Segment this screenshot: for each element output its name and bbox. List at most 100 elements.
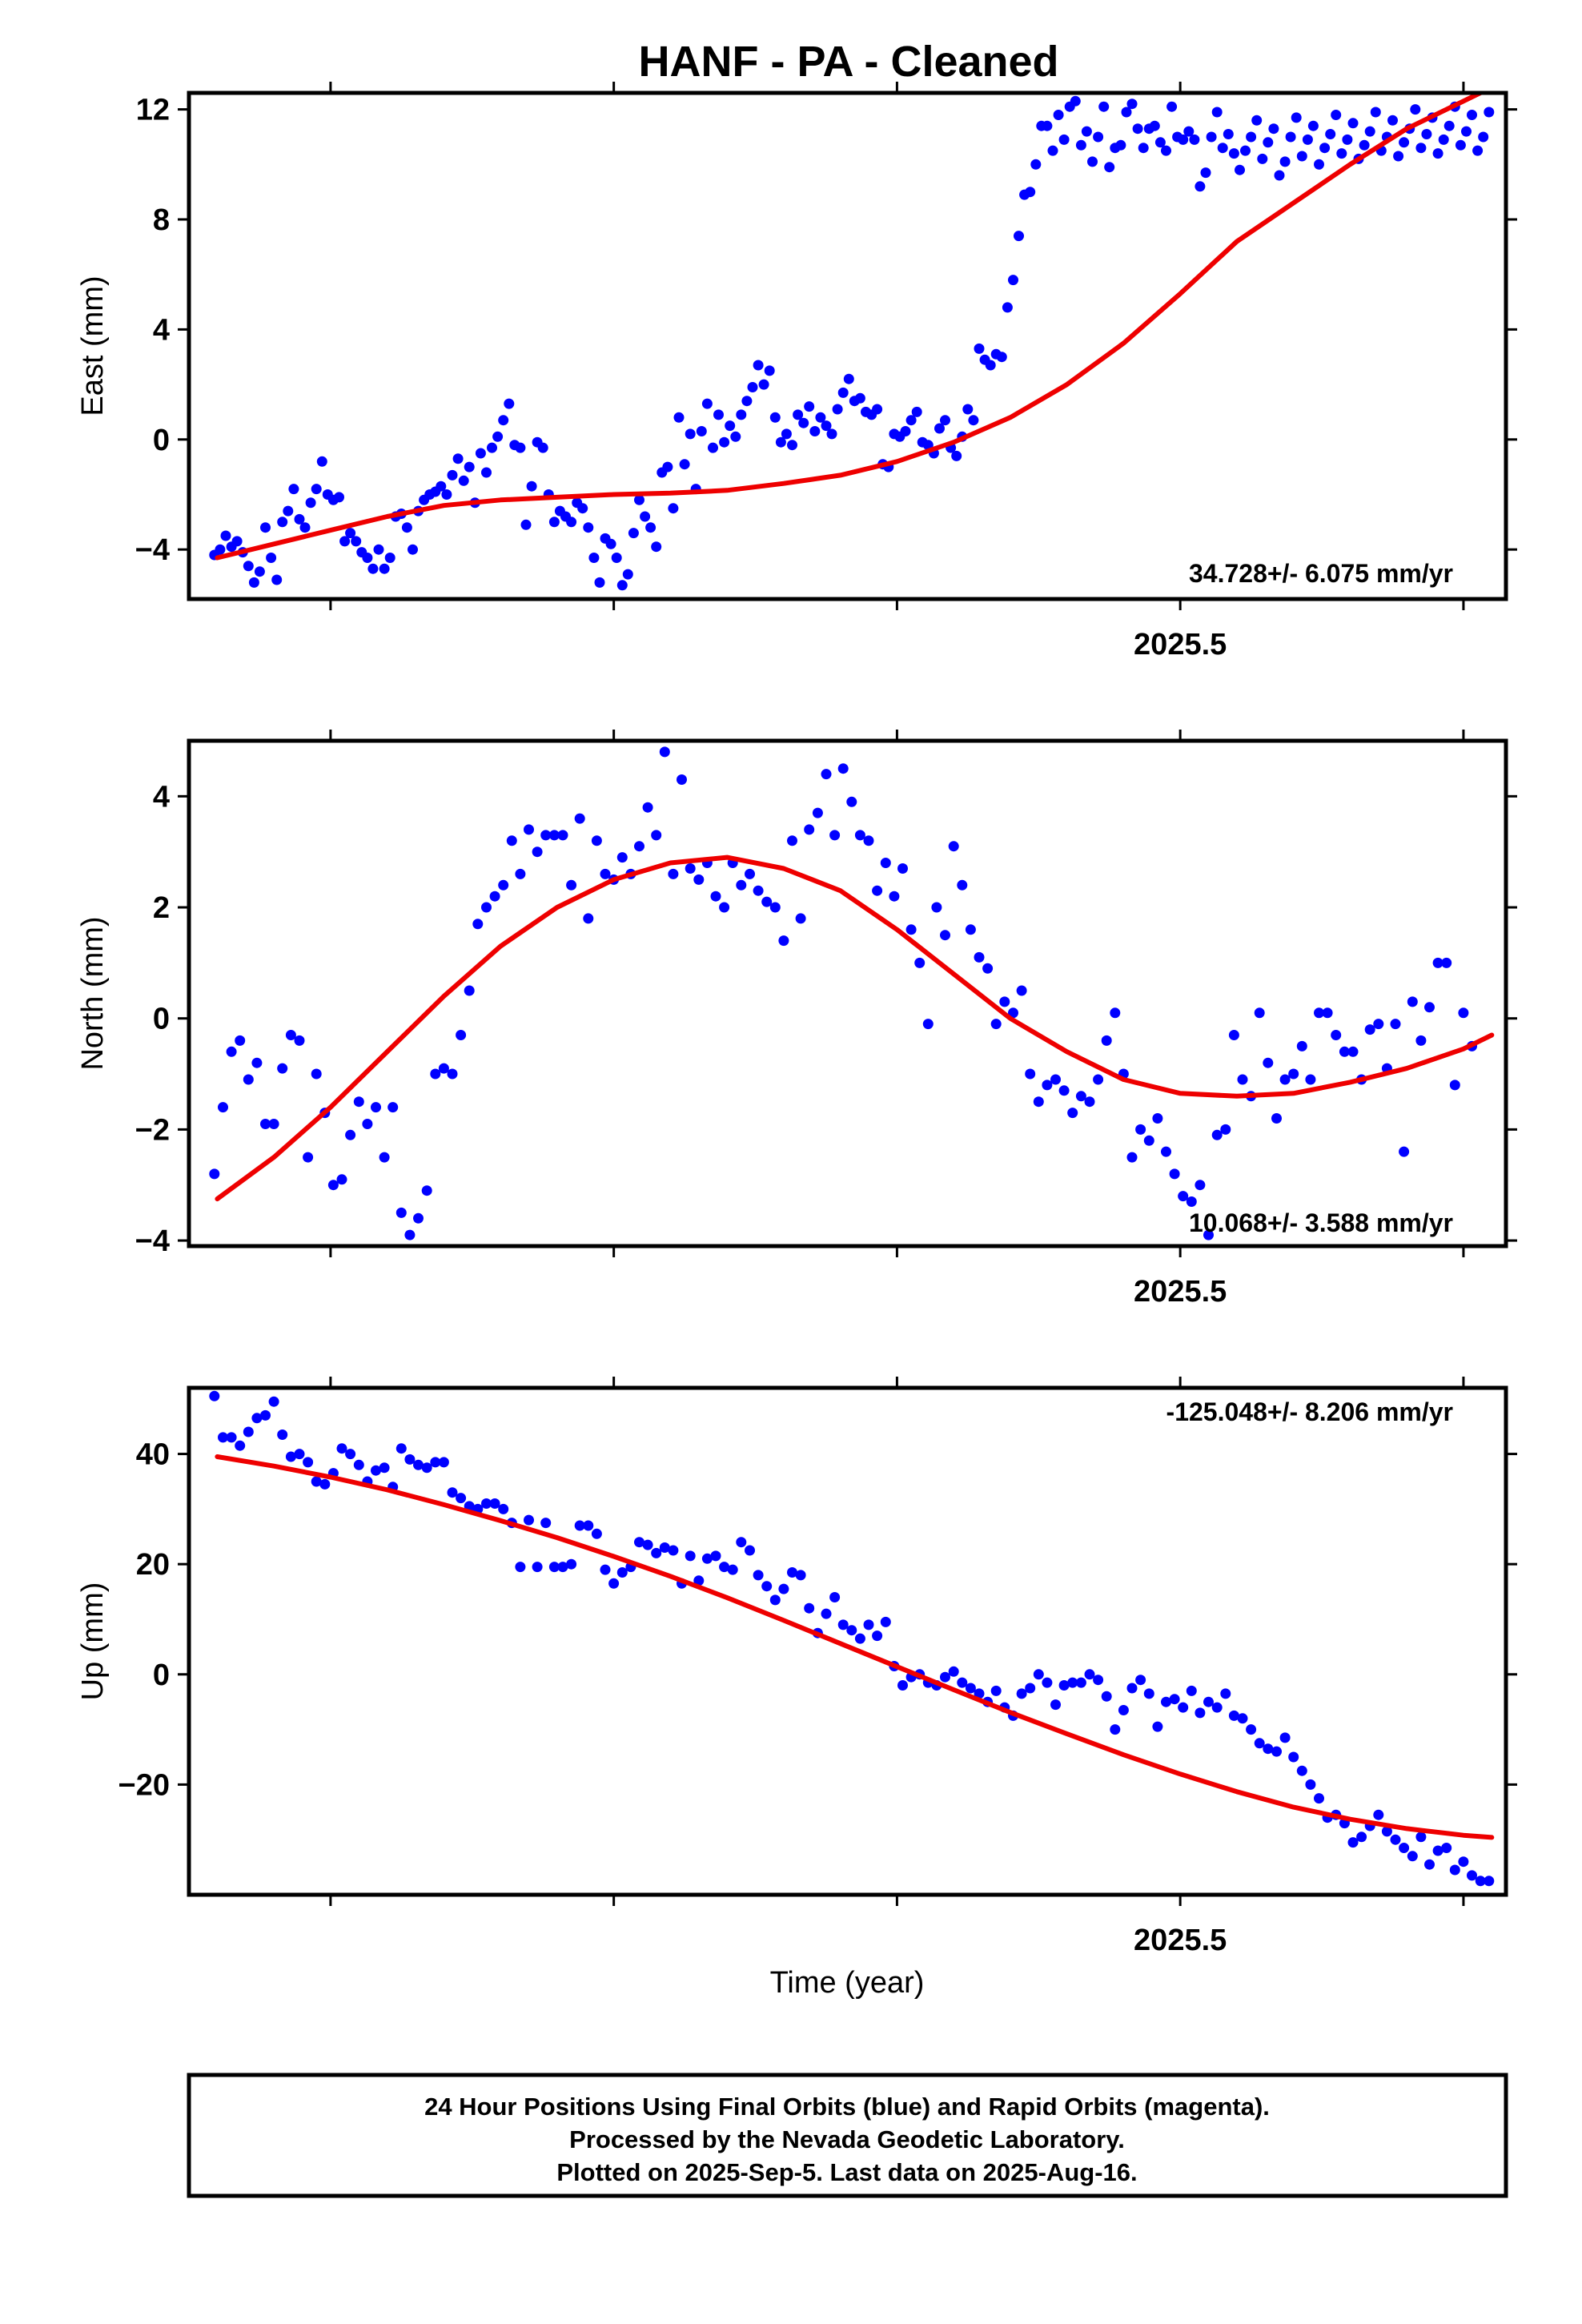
north-data-point [371, 1102, 381, 1113]
east-data-point [832, 404, 843, 415]
north-data-point [430, 1068, 441, 1080]
north-data-point [1314, 1007, 1324, 1019]
north-data-point [1458, 1007, 1469, 1019]
east-data-point [367, 563, 379, 574]
north-data-point [209, 1168, 220, 1180]
east-data-point [1047, 145, 1058, 156]
east-data-point [696, 426, 707, 436]
east-data-point [798, 417, 809, 428]
north-data-point [905, 924, 917, 935]
east-data-point [1126, 99, 1138, 110]
up-data-point [1271, 1746, 1282, 1757]
east-data-point [968, 415, 979, 426]
north-data-point [974, 951, 985, 963]
north-data-point [1169, 1168, 1180, 1180]
north-data-point [1135, 1124, 1146, 1135]
east-data-point [713, 409, 724, 420]
north-data-point [1110, 1007, 1121, 1019]
east-data-point [843, 373, 854, 384]
north-data-point [1161, 1146, 1171, 1157]
north-data-point [557, 830, 568, 841]
north-data-point [990, 1019, 1002, 1030]
caption-line-3: Plotted on 2025-Sep-5. Last data on 2025… [556, 2158, 1137, 2186]
east-data-point [1251, 115, 1263, 126]
up-data-point [438, 1457, 449, 1468]
east-data-point [248, 577, 259, 588]
east-data-point [611, 553, 622, 563]
north-data-point [1008, 1007, 1018, 1019]
up-data-point [319, 1478, 331, 1490]
north-data-point [524, 824, 534, 835]
east-data-point [1399, 137, 1410, 148]
up-data-point [710, 1550, 721, 1562]
up-data-point [524, 1514, 534, 1526]
north-data-point [277, 1063, 288, 1074]
east-data-point [736, 409, 747, 420]
north-data-point [481, 902, 492, 913]
east-data-point [1443, 120, 1455, 131]
north-data-point [812, 807, 823, 818]
east-data-point [1263, 137, 1274, 148]
up-data-point [1347, 1837, 1359, 1848]
east-data-point [758, 379, 769, 390]
east-data-point [260, 522, 271, 533]
north-data-point [914, 957, 926, 968]
east-data-point [793, 409, 804, 420]
east-data-point [837, 387, 849, 398]
north-ytick-label: −4 [135, 1224, 170, 1258]
up-data-point [1025, 1683, 1036, 1694]
east-data-point [1279, 156, 1291, 167]
east-plot-frame [187, 90, 1508, 601]
up-data-point [379, 1462, 390, 1474]
up-data-point [1135, 1675, 1146, 1686]
up-data-point [1296, 1765, 1307, 1776]
east-ytick-label: 0 [153, 424, 170, 457]
up-data-point [745, 1545, 755, 1556]
east-data-point [1093, 131, 1104, 143]
up-data-point [668, 1545, 679, 1556]
up-data-point [209, 1390, 220, 1401]
east-data-point [1307, 120, 1319, 131]
north-data-point [642, 802, 653, 813]
up-data-point [854, 1633, 865, 1644]
north-data-point [829, 830, 841, 841]
east-data-point [725, 420, 736, 432]
east-data-point [526, 480, 537, 492]
east-data-point [719, 436, 730, 448]
east-data-point [900, 426, 911, 436]
north-data-point [634, 841, 644, 852]
east-data-point [809, 426, 821, 436]
east-data-point [537, 442, 548, 453]
north-data-point [1075, 1091, 1086, 1102]
up-data-point [1467, 1870, 1477, 1881]
east-data-point [1098, 101, 1110, 112]
north-data-point [761, 896, 773, 907]
east-data-point [1274, 170, 1285, 181]
north-data-point [268, 1119, 279, 1129]
up-data-point [1279, 1732, 1291, 1743]
panel-north: −4 −2 0 2 4 2025.5 North (mm) 10.068+/- 3.588 m… [76, 730, 1517, 1309]
east-data-point [1342, 134, 1353, 145]
east-data-point [640, 511, 651, 522]
east-rate-label: 34.728+/- 6.075 mm/yr [1189, 559, 1453, 588]
east-data-point [1467, 110, 1477, 120]
up-data-point [651, 1547, 662, 1558]
up-data-point [1475, 1876, 1486, 1887]
east-data-point [408, 544, 418, 555]
caption-frame [187, 2073, 1508, 2198]
up-data-point [303, 1457, 314, 1468]
north-data-point [999, 996, 1010, 1007]
panels: −4 0 4 8 12 2025.5 East (mm) 34.728+/- 6.075 mm… [76, 82, 1517, 1957]
up-data-point [489, 1498, 500, 1509]
up-data-point [1067, 1677, 1078, 1688]
east-data-point [1291, 112, 1302, 123]
east-data-point [815, 412, 826, 423]
up-points [209, 1390, 1495, 1887]
up-data-point [498, 1503, 509, 1514]
east-xtick-label: 2025.5 [1134, 628, 1227, 661]
up-data-point [1178, 1702, 1189, 1713]
east-data-point [996, 352, 1007, 363]
north-data-point [1025, 1068, 1036, 1080]
up-data-point [1246, 1724, 1257, 1735]
